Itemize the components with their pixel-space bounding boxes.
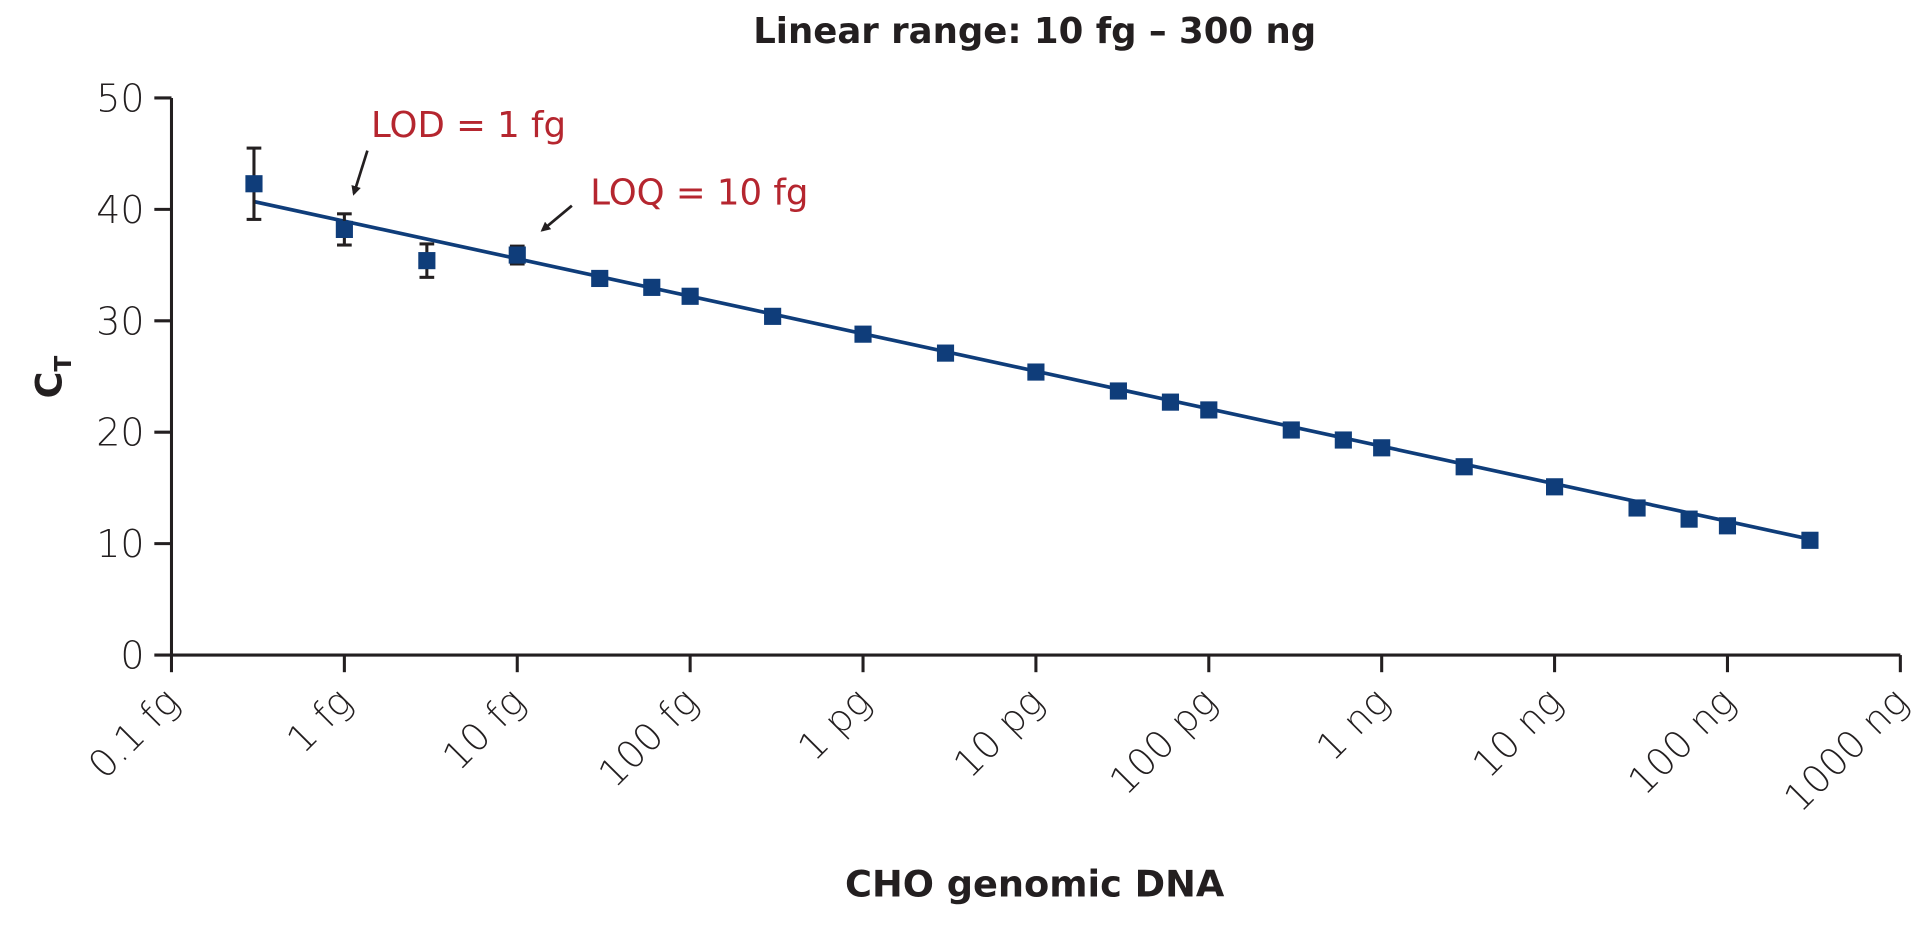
svg-text:CT: CT — [27, 356, 77, 399]
x-tick-label: 10 fg — [434, 679, 533, 778]
x-tick-label: 1 pg — [789, 679, 879, 769]
data-point — [1282, 421, 1300, 439]
data-point — [508, 246, 526, 264]
data-point — [1801, 531, 1819, 549]
data-point — [418, 252, 436, 270]
y-axis-title-main: C — [27, 372, 70, 399]
x-tick-label: 1 fg — [278, 679, 360, 761]
data-point — [1680, 510, 1698, 528]
x-tick-label: 100 fg — [590, 679, 706, 795]
data-point — [1373, 439, 1391, 457]
data-point — [335, 220, 353, 239]
data-point — [936, 344, 955, 362]
data-point — [1546, 478, 1564, 496]
data-point — [1718, 517, 1737, 535]
y-axis-title-subscript: T — [50, 356, 77, 372]
data-point — [1109, 382, 1127, 400]
y-tick-label: 30 — [96, 299, 144, 343]
annotation-label: LOD = 1 fg — [371, 105, 566, 146]
y-tick-label: 0 — [120, 634, 144, 678]
data-point — [1200, 401, 1218, 419]
marks: LOD = 1 fg LOQ = 10 fg — [245, 105, 1819, 549]
y-tick-label: 10 — [96, 522, 144, 566]
data-point — [681, 287, 699, 305]
annotation-arrow — [351, 150, 369, 196]
data-point — [643, 278, 661, 296]
x-axis-title: CHO genomic DNA — [845, 862, 1225, 905]
data-point — [1027, 363, 1045, 381]
y-tick-label: 50 — [96, 76, 144, 120]
x-tick-label: 0.1 fg — [80, 679, 188, 787]
data-point — [854, 325, 872, 343]
data-point — [1161, 393, 1180, 411]
data-point — [245, 175, 263, 193]
data-point — [591, 269, 609, 288]
data-point — [1455, 458, 1473, 476]
data-point — [1628, 499, 1646, 517]
x-tick-label: 10 ng — [1464, 679, 1571, 786]
annotation-arrow — [540, 204, 573, 232]
data-point — [1334, 431, 1352, 449]
x-tick-label: 100 ng — [1620, 679, 1744, 803]
y-tick-label: 40 — [96, 188, 144, 232]
chart-title: Linear range: 10 fg – 300 ng — [753, 11, 1316, 52]
y-tick-label: 20 — [96, 411, 144, 455]
x-tick-label: 1 ng — [1308, 679, 1398, 769]
annotation-label: LOQ = 10 fg — [590, 172, 808, 213]
data-point — [764, 307, 782, 325]
x-tick-label: 100 pg — [1101, 679, 1225, 803]
x-tick-label: 10 pg — [945, 679, 1052, 786]
x-tick-label: 1000 ng — [1775, 679, 1916, 820]
y-axis-title: CT — [27, 356, 77, 399]
